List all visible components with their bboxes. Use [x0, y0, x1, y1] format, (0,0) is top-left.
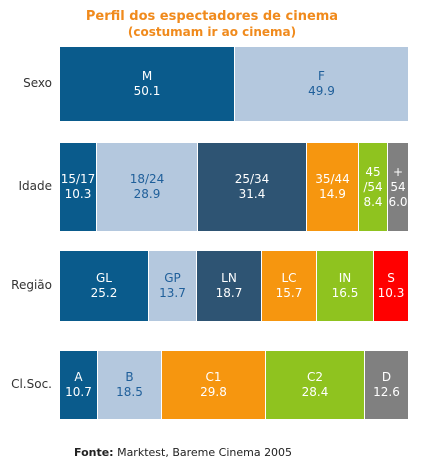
segment-label: GL: [96, 271, 112, 285]
bar-segment: LN 18.7: [196, 251, 261, 321]
segment-label: F: [318, 69, 325, 83]
bar-segment: 35/44 14.9: [306, 143, 358, 231]
segment-value: 6.0: [388, 194, 408, 209]
bar-segment: B 18.5: [97, 351, 161, 419]
segment-label: 35/44: [315, 172, 350, 186]
segment-value: 25.2: [90, 286, 118, 300]
chart-title: Perfil dos espectadores de cinema: [85, 9, 339, 24]
segment-label: 15/17: [60, 172, 96, 186]
bar-segment: 15/17 10.3: [60, 143, 96, 231]
segment-value: 18.7: [215, 286, 243, 300]
segment-value: 15.7: [275, 286, 303, 300]
segment-label: C2: [306, 370, 323, 384]
bar-segment: + 54 6.0: [387, 143, 408, 231]
bar-segment: 45 /54 8.4: [358, 143, 387, 231]
source-text: Marktest, Bareme Cinema 2005: [117, 446, 293, 459]
stacked-bar: A 10.7 B 18.5 C1 29.8 C2 28.4 D 12.6: [60, 351, 408, 419]
segment-value: 28.4: [301, 385, 329, 399]
segment-value: 49.9: [308, 84, 335, 98]
segment-value: 10.3: [377, 286, 405, 300]
bar-segment: 25/34 31.4: [197, 143, 306, 231]
segment-value: 14.9: [319, 187, 346, 201]
segment-label: C1: [205, 370, 222, 384]
segment-value: 16.5: [331, 286, 359, 300]
bar-segment: C1 29.8: [161, 351, 265, 419]
stacked-bar: GL 25.2 GP 13.7 LN 18.7 LC 15.7 IN 16.5 S 10.3: [60, 251, 408, 321]
bar-segment: D 12.6: [364, 351, 408, 419]
segment-label: + 54: [390, 164, 406, 194]
segment-label: M: [141, 69, 153, 83]
segment-value: 10.3: [64, 187, 92, 201]
row-label: Região: [11, 278, 52, 292]
chart-source: Fonte: Marktest, Bareme Cinema 2005: [74, 446, 292, 459]
segment-label: 45 /54: [363, 164, 383, 194]
segment-label: IN: [338, 271, 352, 285]
bar-segment: IN 16.5: [316, 251, 373, 321]
source-prefix: Fonte:: [74, 446, 114, 459]
segment-label: 18/24: [129, 172, 165, 186]
bar-segment: GL 25.2: [60, 251, 148, 321]
segment-label: LN: [221, 271, 237, 285]
bar-segment: GP 13.7: [148, 251, 196, 321]
segment-label: LC: [281, 271, 297, 285]
segment-value: 10.7: [65, 385, 92, 399]
segment-value: 13.7: [159, 286, 186, 300]
row-label: Cl.Soc.: [11, 377, 52, 391]
segment-label: B: [125, 370, 134, 384]
bar-segment: F 49.9: [234, 47, 408, 121]
segment-value: 28.9: [133, 187, 161, 201]
segment-label: S: [387, 271, 395, 285]
chart-subtitle: (costumam ir ao cinema): [127, 25, 297, 39]
segment-value: 29.8: [200, 385, 227, 399]
segment-value: 31.4: [238, 187, 266, 201]
row-label: Idade: [18, 179, 52, 193]
segment-value: 18.5: [116, 385, 143, 399]
bar-segment: S 10.3: [373, 251, 408, 321]
segment-label: D: [381, 370, 392, 384]
bar-segment: M 50.1: [60, 47, 234, 121]
segment-value: 50.1: [133, 84, 161, 98]
segment-label: GP: [164, 271, 181, 285]
segment-value: 12.6: [373, 385, 400, 399]
stacked-bar: M 50.1 F 49.9: [60, 47, 408, 121]
row-label: Sexo: [23, 76, 52, 90]
stacked-bar: 15/17 10.3 18/24 28.9 25/34 31.4 35/44 14.9 45 /…: [60, 143, 408, 231]
bar-segment: C2 28.4: [265, 351, 364, 419]
bar-segment: LC 15.7: [261, 251, 316, 321]
segment-label: 25/34: [234, 172, 270, 186]
bar-segment: A 10.7: [60, 351, 97, 419]
segment-value: 8.4: [363, 194, 383, 209]
bar-segment: 18/24 28.9: [96, 143, 197, 231]
segment-label: A: [74, 370, 83, 384]
